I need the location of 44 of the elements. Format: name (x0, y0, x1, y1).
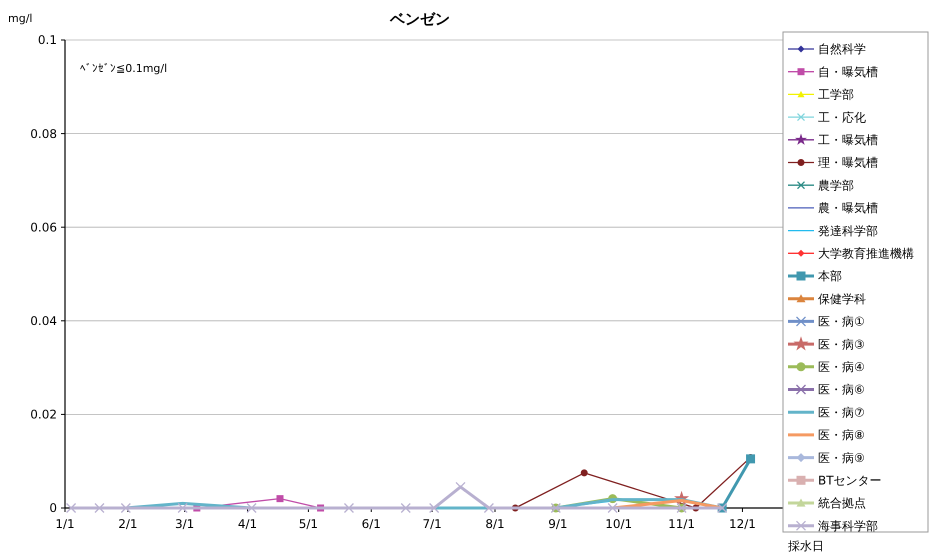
x-tick-label: 11/1 (668, 517, 696, 531)
legend-label: 統合拠点 (818, 496, 866, 510)
x-tick-label: 4/1 (238, 517, 258, 531)
legend-label: 医・病① (818, 314, 865, 329)
annotation: ﾍﾞﾝｾﾞﾝ≦0.1mg/l (80, 62, 168, 75)
legend-label: BTセンター (818, 474, 882, 488)
x-tick-label: 9/1 (548, 517, 568, 531)
legend-label: 医・病⑧ (818, 428, 865, 442)
legend-label: 本部 (818, 269, 842, 284)
y-tick-label: 0.06 (30, 220, 57, 234)
x-tick-label: 10/1 (605, 517, 632, 531)
x-tick-label: 8/1 (485, 517, 505, 531)
legend-label: 医・病⑥ (818, 382, 865, 397)
y-tick-label: 0 (49, 501, 57, 516)
legend-label: 海事科学部 (818, 518, 878, 533)
legend-label: 大学教育推進機構 (818, 246, 914, 260)
legend-label: 医・病③ (818, 337, 865, 352)
x-tick-label: 6/1 (362, 517, 381, 531)
chart-title: ベンゼン (389, 10, 450, 28)
legend-label: 医・病⑨ (818, 450, 865, 465)
x-tick-label: 1/1 (55, 517, 75, 531)
legend-label: 工・曝気槽 (818, 133, 878, 147)
y-tick-label: 0.04 (30, 314, 57, 328)
y-axis-title: mg/l (8, 12, 32, 25)
legend-label: 自然科学 (818, 42, 866, 56)
x-tick-label: 2/1 (118, 517, 138, 531)
legend-label: 自・曝気槽 (818, 64, 878, 79)
legend-label: 医・病④ (818, 360, 865, 374)
legend-label: 農学部 (818, 178, 854, 192)
x-axis-title: 採水日 (788, 539, 824, 553)
x-tick-label: 7/1 (422, 517, 442, 531)
legend-label: 農・曝気槽 (818, 201, 878, 216)
y-tick-label: 0.1 (38, 33, 57, 48)
y-tick-label: 0.02 (30, 408, 57, 422)
y-tick-label: 0.08 (30, 126, 57, 141)
x-tick-label: 5/1 (298, 517, 318, 531)
legend-label: 保健学科 (818, 292, 866, 306)
legend-label: 工・応化 (818, 110, 866, 124)
legend-label: 工学部 (818, 88, 854, 102)
x-tick-label: 3/1 (175, 517, 194, 531)
legend-label: 医・病⑦ (818, 405, 865, 420)
legend-label: 発達科学部 (818, 224, 878, 238)
legend-label: 理・曝気槽 (818, 156, 878, 170)
x-tick-label: 12/1 (728, 517, 756, 531)
